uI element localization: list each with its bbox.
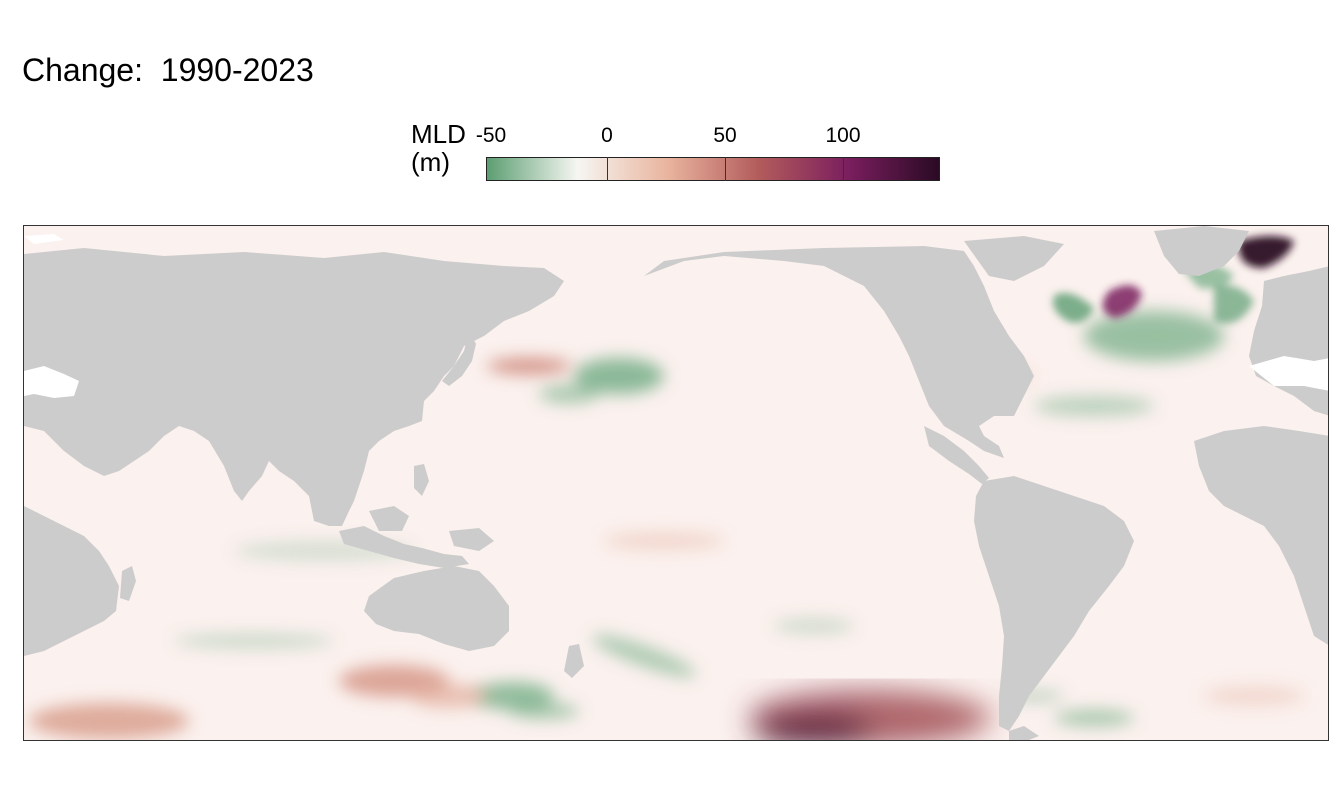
tick-mark-0: [607, 157, 608, 181]
land-central-america: [924, 426, 989, 484]
chart-title: Change: 1990-2023: [22, 52, 314, 88]
land-eurasia-west: [24, 248, 564, 526]
land-philippines: [414, 464, 429, 496]
land-australia: [364, 566, 509, 651]
land-indonesia: [339, 526, 469, 568]
land-greenland: [1154, 226, 1249, 276]
land-new-zealand: [564, 644, 584, 678]
legend-title-var: MLD: [411, 119, 466, 149]
land-canada-arctic: [964, 236, 1064, 281]
world-map-panel: [23, 225, 1329, 741]
land-new-guinea: [449, 528, 494, 551]
tick-mark-50: [725, 157, 726, 181]
land-north-america: [644, 246, 1034, 458]
land-antarctic-peninsula: [1009, 726, 1039, 740]
land-africa-east: [1194, 426, 1328, 645]
tick-label-50: 50: [713, 124, 737, 147]
land-africa: [24, 506, 119, 656]
land-south-america: [974, 476, 1134, 731]
tick-label-0: 0: [601, 124, 613, 147]
land-layer: [24, 226, 1328, 740]
land-madagascar: [120, 566, 136, 601]
legend-title-unit: (m): [411, 147, 450, 177]
land-japan: [442, 331, 476, 386]
tick-label-neg50: -50: [475, 124, 507, 147]
tick-mark-100: [843, 157, 844, 181]
legend-title: MLD (m): [411, 120, 466, 176]
land-borneo: [369, 506, 409, 531]
missing-data-layer: [24, 234, 1328, 398]
map-svg: [24, 226, 1328, 740]
tick-label-100: 100: [825, 124, 861, 147]
colorbar: [486, 157, 940, 181]
